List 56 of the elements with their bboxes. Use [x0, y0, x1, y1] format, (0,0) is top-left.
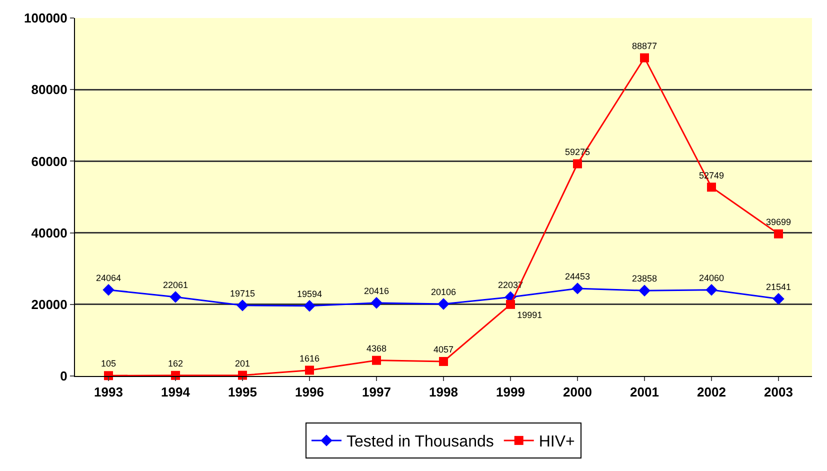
data-label: 39699: [766, 217, 792, 228]
x-tick-label: 1997: [362, 384, 391, 400]
point: [774, 229, 783, 238]
legend-label: Tested in Thousands: [346, 434, 494, 451]
x-tick-label: 2003: [764, 384, 793, 400]
point: [370, 297, 382, 309]
point: [439, 356, 448, 366]
data-label: 24064: [96, 272, 122, 283]
x-tick-label: 1995: [228, 384, 257, 400]
point: [305, 366, 314, 375]
y-tick-label: 0: [60, 368, 68, 384]
point: [506, 300, 515, 309]
data-label: 105: [100, 358, 116, 369]
y-tick-label: 80000: [31, 82, 68, 98]
x-tick-label: 1998: [429, 384, 458, 400]
point: [640, 53, 649, 62]
data-label: 22061: [162, 280, 188, 290]
data-label: 4368: [366, 343, 387, 354]
data-label: 162: [168, 358, 184, 369]
point: [573, 159, 582, 168]
point: [102, 284, 114, 296]
x-tick-label: 1993: [94, 384, 123, 400]
x-tick-label: 1996: [295, 384, 324, 400]
data-label: 23858: [632, 274, 658, 284]
data-label: 19991: [517, 310, 542, 320]
data-label: 24060: [698, 272, 724, 283]
point: [304, 300, 316, 312]
point: [236, 300, 248, 312]
data-label: 21541: [766, 282, 792, 292]
point: [638, 284, 650, 296]
point: [438, 298, 450, 310]
x-tick-label: 1994: [161, 384, 191, 400]
data-label: 20106: [430, 287, 456, 298]
legend-label: HIV+: [538, 434, 575, 451]
data-label: 1616: [299, 353, 320, 364]
point: [572, 282, 584, 294]
point: [706, 284, 718, 296]
data-label: 4057: [433, 344, 454, 355]
data-label: 20416: [364, 286, 390, 296]
point: [707, 182, 716, 192]
x-tick-label: 2001: [630, 384, 659, 400]
point: [772, 293, 784, 305]
data-label: 88877: [632, 40, 658, 51]
x-tick-label: 2002: [697, 384, 726, 400]
x-tick-label: 2000: [563, 384, 592, 400]
y-tick-label: 100000: [24, 10, 68, 26]
data-label: 24453: [564, 272, 590, 282]
data-label: 19715: [230, 288, 256, 299]
y-tick-label: 60000: [31, 154, 68, 169]
y-tick-label: 20000: [31, 296, 68, 312]
data-label: 19594: [296, 288, 322, 299]
y-tick-label: 40000: [31, 225, 68, 240]
point: [170, 291, 182, 303]
data-label: 201: [234, 358, 250, 368]
x-tick-label: 1999: [496, 384, 525, 400]
point: [372, 356, 381, 365]
